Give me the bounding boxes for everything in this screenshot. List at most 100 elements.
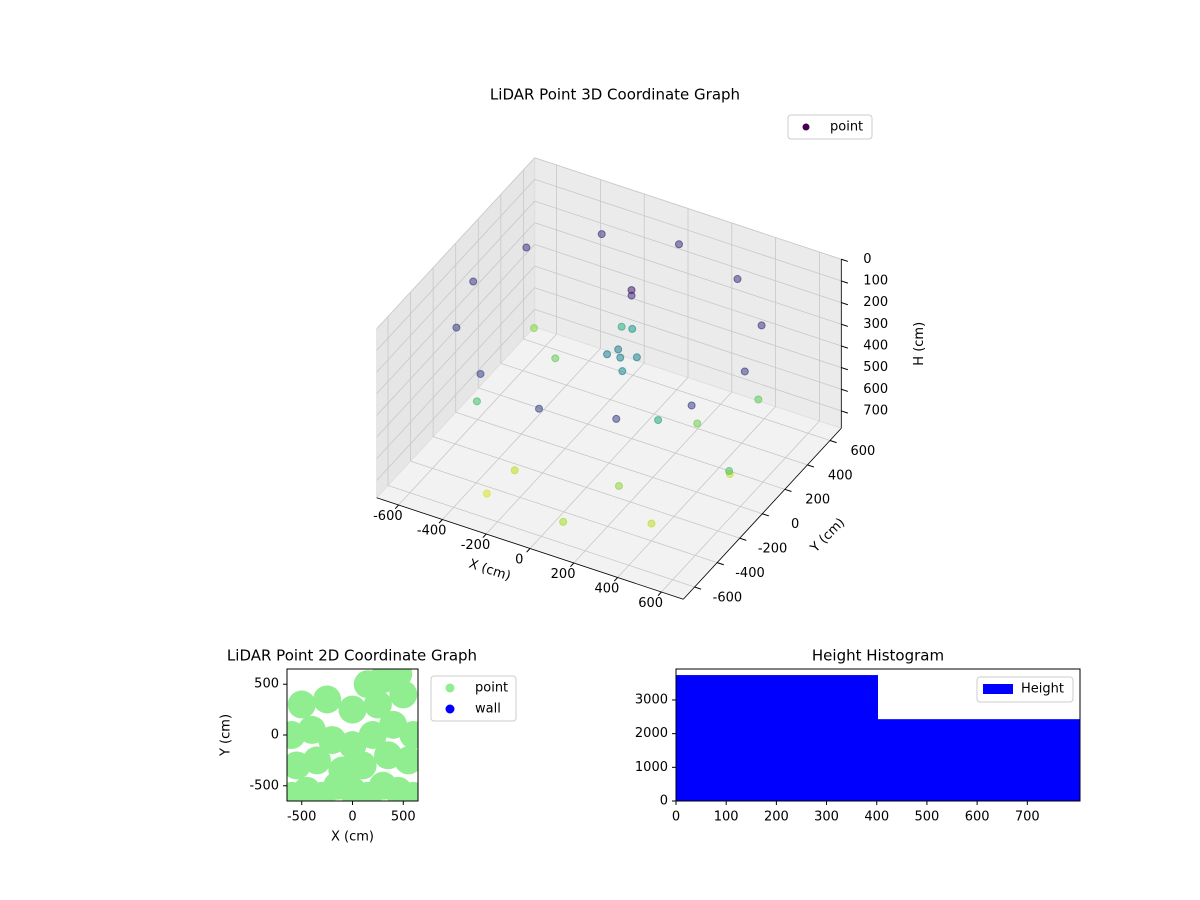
legend-box (787, 114, 873, 140)
y-tick-label: 600 (850, 444, 875, 459)
point (452, 323, 461, 332)
point (530, 324, 539, 333)
grid-line (376, 265, 535, 438)
z-tick-label: 300 (863, 317, 888, 332)
point (614, 481, 623, 490)
legend-box (976, 676, 1074, 703)
x-tick-label: 200 (764, 810, 789, 825)
point (740, 367, 749, 376)
grid-line (376, 200, 535, 373)
point (674, 240, 683, 249)
point (603, 350, 612, 359)
point (618, 367, 627, 376)
z-tick-label: 200 (863, 295, 888, 310)
z-tick-label: 100 (863, 273, 888, 288)
grid-line (387, 485, 695, 588)
point (693, 419, 702, 428)
y-tick (829, 439, 837, 444)
x-tick-label: 500 (391, 810, 416, 825)
point (287, 690, 316, 719)
z-tick (841, 367, 849, 371)
x-axis-label: X (cm) (467, 557, 513, 585)
y-tick-label: 200 (805, 493, 830, 508)
point (612, 414, 621, 423)
grid-line (433, 436, 740, 539)
legend-box (430, 675, 517, 722)
legend-marker (445, 704, 455, 714)
y-tick (807, 464, 815, 468)
grid-line (534, 157, 842, 260)
z-axis-label: H (cm) (912, 322, 927, 366)
plot-frame (675, 668, 1081, 802)
y-tick-label: 2000 (635, 726, 668, 741)
y-tick (762, 513, 770, 517)
point (469, 277, 478, 286)
point (725, 467, 734, 476)
legend-label: point (830, 120, 863, 135)
x-axis (376, 497, 684, 600)
chart-title: LiDAR Point 2D Coordinate Graph (227, 647, 477, 665)
grid-line (534, 309, 842, 412)
point (522, 243, 531, 252)
point (733, 275, 742, 284)
legend-label: wall (475, 702, 501, 717)
z-tick-label: 600 (863, 382, 888, 397)
grid-line (376, 179, 535, 351)
point (632, 353, 641, 362)
z-tick (841, 388, 849, 392)
point (687, 401, 696, 410)
point (535, 404, 544, 413)
grid-line (534, 179, 842, 282)
legend-marker (445, 683, 455, 693)
grid-line (376, 222, 535, 395)
x-tick (570, 562, 575, 568)
z-tick (841, 258, 849, 262)
y-tick-label: -400 (735, 566, 765, 581)
legend-marker (802, 123, 810, 131)
point (627, 286, 636, 295)
y-tick-label: 3000 (635, 692, 668, 707)
x-axis-label: X (cm) (331, 830, 374, 845)
grid-line (376, 157, 535, 330)
y-tick (717, 562, 724, 566)
legend-label: point (475, 681, 508, 696)
y-tick-label: -200 (758, 542, 788, 557)
z-tick (841, 280, 849, 284)
point (476, 369, 485, 378)
grid-line (534, 287, 842, 390)
y-tick-label: 0 (791, 517, 799, 532)
point (754, 395, 763, 404)
grid-line (523, 338, 831, 441)
x-tick-label: -400 (417, 524, 447, 539)
x-tick-label: 600 (965, 810, 990, 825)
x-tick-label: 400 (594, 582, 619, 597)
y-tick-label: 0 (660, 794, 668, 809)
grid-line (534, 265, 842, 368)
grid-line (534, 244, 842, 347)
y-tick-label: 1000 (635, 760, 668, 775)
z-tick-label: 700 (863, 403, 888, 418)
y-tick-label: -500 (249, 778, 279, 793)
point (597, 230, 606, 239)
point (482, 489, 491, 498)
z-tick-label: 400 (863, 338, 888, 353)
point (628, 324, 637, 333)
y-axis (683, 427, 842, 600)
x-tick-label: -600 (373, 509, 403, 524)
legend-label: Height (1021, 682, 1064, 697)
x-tick (482, 533, 487, 539)
point (472, 397, 481, 406)
z-tick-label: 500 (863, 360, 888, 375)
x-tick-label: 200 (551, 567, 576, 582)
x-tick-label: 300 (814, 810, 839, 825)
point (617, 322, 626, 331)
points (287, 669, 418, 801)
x-tick (394, 504, 399, 510)
y-tick (694, 586, 702, 590)
x-tick-label: -500 (287, 810, 317, 825)
point (302, 746, 331, 775)
x-tick-label: 600 (638, 596, 663, 611)
grid-line (500, 363, 808, 466)
point (394, 746, 418, 775)
